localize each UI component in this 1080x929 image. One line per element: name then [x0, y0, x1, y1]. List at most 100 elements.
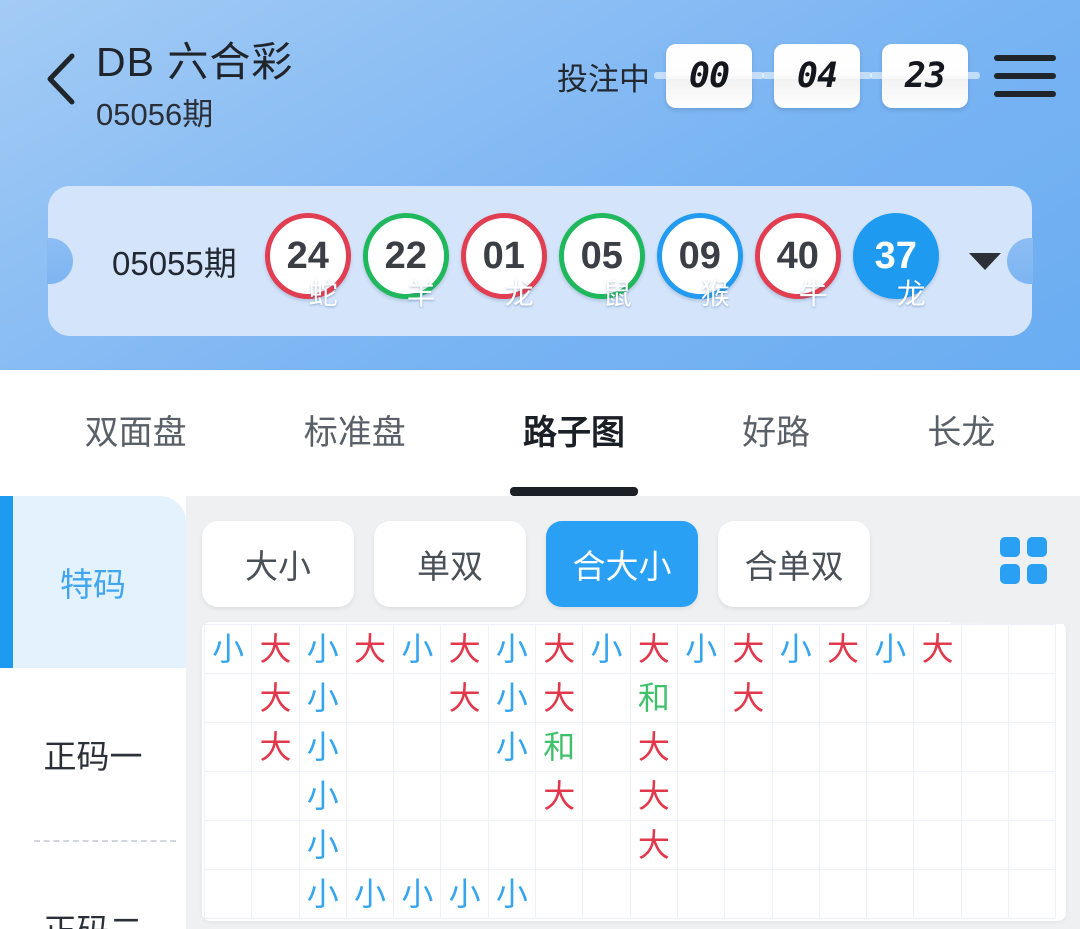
grid-square: [1000, 536, 1020, 557]
road-map-cell-empty: [771, 869, 820, 919]
previous-issue-label: 05055期: [112, 245, 237, 282]
sidebar-item-2[interactable]: 正码二: [0, 842, 186, 929]
road-map-cell-小: 小: [298, 869, 347, 919]
draw-ball-zodiac: 猴: [700, 279, 730, 311]
grid-square: [1027, 563, 1047, 584]
road-map-cell-empty: [676, 869, 726, 919]
previous-draw-card[interactable]: 05055期 24 蛇 22 羊 01 龙 05 鼠 09 猴 40 牛 37 龙: [47, 186, 1033, 336]
grid-square: [1000, 563, 1020, 584]
road-map-cell-小: 小: [203, 624, 253, 674]
road-map-cell-empty: [582, 673, 631, 723]
road-map-cell-empty: [818, 820, 868, 870]
road-map-cell-empty: [345, 673, 395, 723]
draw-ball-zodiac: 牛: [798, 279, 828, 311]
road-map-cell-小: 小: [487, 673, 537, 723]
draw-ball: 24 蛇: [261, 213, 355, 311]
draw-ball: 01 龙: [457, 213, 551, 311]
back-chevron-icon[interactable]: [44, 52, 78, 106]
road-map-cell-大: 大: [251, 673, 300, 723]
countdown-minutes: 04: [762, 44, 872, 108]
road-map-cell-empty: [345, 820, 395, 870]
road-map-cell-empty: [440, 722, 489, 772]
road-map-cell-大: 大: [724, 624, 773, 674]
road-map-cell-empty: [203, 869, 253, 919]
bet-type-chip-1[interactable]: 单双: [374, 521, 526, 607]
road-map-cell-empty: [913, 771, 962, 821]
draw-ball-zodiac: 蛇: [308, 279, 338, 311]
draw-ball-zodiac: 龙: [896, 279, 926, 311]
road-map-cell-小: 小: [771, 624, 820, 674]
road-map-row: 小 大大: [203, 771, 1057, 821]
road-map-cell-empty: [676, 673, 726, 723]
road-map-cell-empty: [487, 771, 537, 821]
road-map-cell-empty: [913, 820, 962, 870]
road-map-row: 小大小大小大小大小大小大小大小大: [203, 624, 1057, 674]
road-map-cell-大: 大: [629, 820, 678, 870]
road-map-cell-empty: [771, 673, 820, 723]
road-map-cell-empty: [866, 673, 915, 723]
road-map-cell-empty: [582, 820, 631, 870]
sidebar-item-1[interactable]: 正码一: [0, 668, 186, 840]
road-map-cell-empty: [203, 722, 253, 772]
countdown-timer: 00 04 23: [654, 44, 990, 108]
bet-type-chip-2[interactable]: 合大小: [546, 521, 698, 607]
sidebar-item-0[interactable]: 特码: [0, 496, 186, 668]
road-map-cell-empty: [818, 869, 868, 919]
countdown-hours: 00: [654, 44, 764, 108]
road-map-cell-empty: [487, 820, 537, 870]
road-map-cell-和: 和: [535, 722, 584, 772]
road-map-cell-empty: [535, 869, 584, 919]
road-map-cell-empty: [866, 869, 915, 919]
road-map-cell-小: 小: [298, 624, 347, 674]
road-map-row: 小大: [203, 820, 1057, 870]
tab-3[interactable]: 好路: [742, 413, 811, 452]
road-map-cell-empty: [440, 771, 489, 821]
countdown-area: 投注中 00 04 23: [557, 44, 1056, 108]
road-map-cell-empty: [866, 820, 915, 870]
road-map-cell-empty: [724, 722, 773, 772]
road-map-cell-小: 小: [487, 624, 537, 674]
draw-ball-number: 24: [264, 213, 351, 299]
road-map-cell-empty: [913, 869, 962, 919]
tab-4[interactable]: 长龙: [927, 413, 996, 452]
road-map-cell-empty: [866, 722, 915, 772]
bet-type-chips: 大小 单双 合大小 合单双: [202, 496, 1080, 624]
road-map-row: 大小大小大和大: [203, 673, 1057, 723]
road-map-cell-大: 大: [251, 624, 300, 674]
hamburger-menu-icon[interactable]: [994, 51, 1056, 101]
tab-1[interactable]: 标准盘: [303, 413, 406, 452]
draw-ball-zodiac: 鼠: [602, 279, 632, 311]
tab-2[interactable]: 路子图: [523, 405, 625, 462]
bet-type-chip-3[interactable]: 合单双: [718, 521, 870, 607]
road-map-cell-empty: [582, 722, 631, 772]
countdown-seconds-value: 23: [904, 56, 946, 96]
bet-type-chip-0[interactable]: 大小: [202, 521, 354, 607]
grid-view-icon[interactable]: [951, 496, 1080, 624]
road-map-cell-empty: [960, 771, 1010, 821]
road-map-cell-empty: [393, 673, 442, 723]
tab-0[interactable]: 双面盘: [84, 413, 187, 452]
road-map-cell-大: 大: [535, 624, 584, 674]
caret-down-icon[interactable]: [968, 252, 1001, 270]
road-map-cell-empty: [960, 722, 1010, 772]
road-map-cell-empty: [724, 869, 773, 919]
road-map-cell-empty: [203, 673, 253, 723]
draw-ball: 09 猴: [653, 213, 747, 311]
road-map-cell-empty: [676, 771, 726, 821]
road-map-cell-大: 大: [629, 722, 678, 772]
road-map-cell-小: 小: [298, 673, 347, 723]
road-map-cell-小: 小: [393, 869, 442, 919]
road-map-cell-大: 大: [629, 624, 678, 674]
road-map-cell-小: 小: [298, 722, 347, 772]
road-map-cell-小: 小: [582, 624, 631, 674]
road-map-cell-empty: [203, 771, 253, 821]
sidebar-divider: [34, 840, 176, 842]
road-map-cell-empty: [913, 673, 962, 723]
road-map-cell-empty: [251, 869, 300, 919]
road-map-cell-empty: [1008, 820, 1057, 870]
countdown-seconds: 23: [870, 44, 980, 108]
draw-ball-zodiac: 羊: [406, 279, 436, 311]
road-map-card: 小大小大小大小大小大小大小大小大大小大小大和大大小小和大小大大小大小小小小小: [202, 622, 1066, 921]
road-map-cell-empty: [535, 820, 584, 870]
